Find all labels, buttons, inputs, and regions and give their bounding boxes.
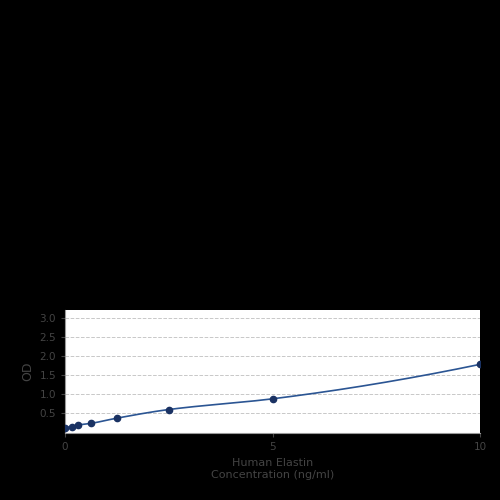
Y-axis label: OD: OD <box>21 362 34 381</box>
X-axis label: Human Elastin
Concentration (ng/ml): Human Elastin Concentration (ng/ml) <box>211 458 334 480</box>
